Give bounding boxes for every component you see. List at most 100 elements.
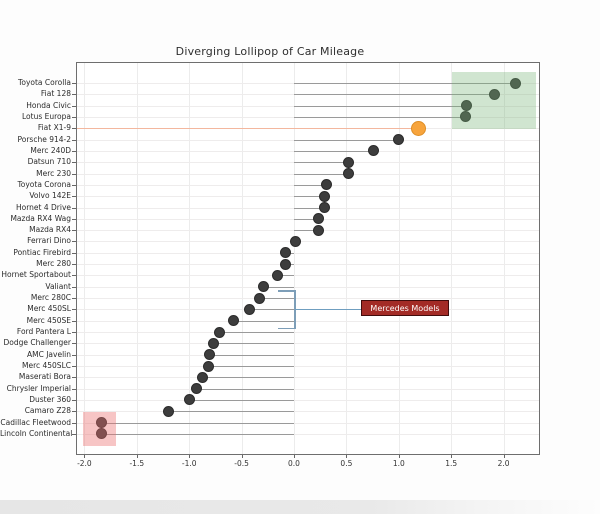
row-label: Merc 280C [30, 293, 71, 303]
lollipop-dot [271, 269, 283, 281]
lollipop-dot-highlight [411, 120, 427, 136]
lollipop-dot [203, 349, 215, 361]
x-tick-label: 1.0 [392, 459, 405, 468]
lollipop-dot [312, 213, 324, 225]
mercedes-bracket-top-arm [278, 290, 294, 292]
lollipop-dot [318, 190, 330, 202]
y-tick-mark [72, 399, 76, 401]
row-label: Pontiac Firebird [13, 247, 71, 257]
lollipop-dot [183, 394, 195, 406]
x-tick-label: 0.5 [340, 459, 353, 468]
x-tick-label: -0.5 [234, 459, 249, 468]
lollipop-stem [259, 298, 294, 300]
lollipop-stem [294, 150, 374, 152]
lollipop-dot [191, 383, 203, 395]
x-tick-label: -1.0 [181, 459, 197, 468]
row-gridline [77, 286, 539, 288]
lollipop-dot [253, 292, 265, 304]
row-label: Camaro Z28 [24, 406, 71, 416]
lollipop-stem [189, 399, 294, 401]
y-tick-mark [72, 207, 76, 209]
x-tick-mark [503, 455, 505, 458]
y-tick-mark [72, 366, 76, 367]
y-tick-mark [72, 275, 76, 277]
x-gridline [503, 63, 505, 454]
lollipop-dot [342, 156, 354, 168]
lollipop-stem [196, 388, 294, 390]
row-label: Toyota Corolla [18, 78, 71, 87]
y-tick-mark [72, 343, 76, 345]
x-gridline [346, 63, 348, 454]
y-tick-mark [72, 298, 76, 300]
y-tick-mark [72, 411, 76, 413]
y-tick-mark [72, 184, 76, 186]
x-gridline [189, 63, 191, 454]
y-tick-mark [72, 105, 76, 107]
x-tick-mark [451, 455, 453, 458]
row-gridline [77, 399, 539, 401]
y-tick-mark [72, 139, 76, 141]
lollipop-stem [294, 139, 399, 141]
row-label: Hornet 4 Drive [15, 202, 71, 212]
x-tick-label: 0.0 [288, 459, 300, 468]
row-label: Duster 360 [29, 394, 71, 404]
y-tick-mark [72, 94, 76, 96]
lollipop-dot [461, 100, 473, 112]
y-tick-mark [72, 196, 76, 198]
row-gridline [77, 388, 539, 390]
x-gridline [241, 63, 243, 454]
mercedes-bracket-bottom-arm [278, 327, 294, 330]
y-tick-mark [72, 377, 76, 379]
row-gridline [77, 241, 539, 243]
lollipop-stem [202, 377, 294, 379]
y-tick-mark [72, 422, 76, 424]
row-label: Merc 450SL [27, 304, 71, 314]
row-gridline [77, 411, 539, 413]
lollipop-dot [280, 258, 292, 270]
lollipop-stem [101, 422, 294, 424]
chart-title: Diverging Lollipop of Car Mileage [175, 45, 365, 58]
bottom-performers-box [83, 411, 116, 446]
x-tick-label: 2.0 [497, 459, 510, 468]
bottom-edge-band [0, 500, 600, 514]
y-tick-mark [72, 332, 76, 334]
y-tick-mark [72, 150, 76, 152]
lollipop-dot [289, 235, 301, 247]
lollipop-dot [460, 111, 472, 123]
row-label: Merc 450SE [26, 315, 71, 325]
row-label: Cadillac Fleetwood [0, 417, 71, 427]
lollipop-dot [95, 417, 107, 429]
row-gridline [77, 377, 539, 379]
x-tick-mark [241, 455, 243, 458]
lollipop-stem [294, 94, 495, 96]
row-gridline [77, 320, 539, 322]
lollipop-stem [294, 162, 349, 164]
y-tick-mark [72, 218, 76, 220]
row-label: Chrysler Imperial [6, 383, 71, 393]
lollipop-dot [280, 247, 292, 259]
lollipop-dot [162, 405, 174, 417]
lollipop-dot [368, 145, 380, 157]
row-label: Maserati Bora [18, 372, 71, 382]
lollipop-dot [227, 315, 239, 327]
x-gridline [451, 63, 453, 454]
y-tick-mark [72, 173, 76, 175]
y-tick-mark [72, 354, 76, 356]
lollipop-dot [244, 303, 256, 315]
lollipop-dot [312, 224, 324, 236]
lollipop-stem [249, 309, 294, 311]
row-label: Merc 240D [30, 145, 71, 155]
x-tick-label: -1.5 [129, 459, 145, 468]
lollipop-stem [263, 286, 294, 288]
row-label: Honda Civic [26, 100, 71, 110]
x-gridline [136, 63, 138, 454]
x-tick-label: -2.0 [77, 459, 92, 468]
x-tick-mark [294, 455, 295, 458]
annotation-connector [295, 309, 361, 311]
lollipop-stem [277, 275, 294, 277]
row-gridline [77, 422, 539, 424]
y-tick-mark [72, 241, 76, 243]
lollipop-stem [294, 116, 466, 118]
x-gridline [398, 63, 400, 454]
annotation-box: Mercedes Models [361, 300, 449, 316]
